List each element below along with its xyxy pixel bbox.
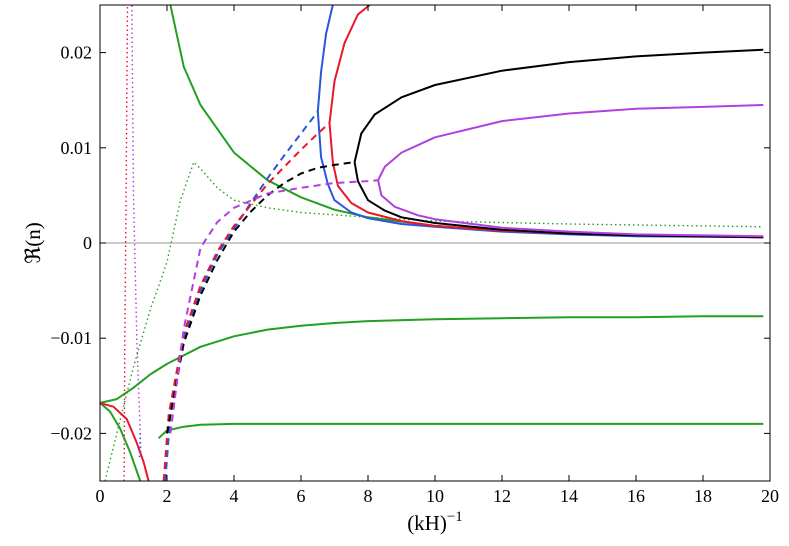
y-tick-label: −0.01 <box>50 328 92 348</box>
x-tick-label: 4 <box>230 486 239 506</box>
y-axis-ticks: −0.02 −0.01 0 0.01 0.02 <box>50 43 770 443</box>
x-axis-label: (kH)−1 <box>407 509 463 535</box>
series-line-20 <box>377 104 764 181</box>
series-line-4 <box>157 422 764 439</box>
x-tick-label: 2 <box>163 486 172 506</box>
series-line-19 <box>169 179 379 434</box>
series-line-21 <box>377 179 764 238</box>
y-tick-label: 0 <box>83 233 92 253</box>
x-tick-label: 6 <box>297 486 306 506</box>
series-line-2 <box>100 315 764 404</box>
x-tick-label: 16 <box>627 486 645 506</box>
x-tick-label: 0 <box>96 486 105 506</box>
x-tick-label: 12 <box>493 486 511 506</box>
x-axis-ticks: 0 2 4 6 8 10 12 14 16 18 20 <box>96 5 779 506</box>
series-line-17 <box>353 48 764 163</box>
x-tick-label: 14 <box>560 486 578 506</box>
series-line-3 <box>100 402 142 481</box>
series-group <box>100 5 764 481</box>
x-tick-label: 20 <box>761 486 779 506</box>
y-tick-label: 0.02 <box>61 43 93 63</box>
plot-area <box>99 4 771 482</box>
y-axis-label: ℜ(n) <box>21 222 45 264</box>
y-tick-label: 0.01 <box>61 138 93 158</box>
x-tick-label: 10 <box>426 486 444 506</box>
series-line-18 <box>353 161 764 239</box>
x-tick-label: 8 <box>364 486 373 506</box>
series-line-5 <box>104 161 764 481</box>
series-line-16 <box>166 161 355 434</box>
series-line-14 <box>328 5 371 124</box>
series-line-15 <box>328 122 764 239</box>
x-axis-label-superscript: −1 <box>447 509 463 525</box>
series-line-11 <box>316 5 334 112</box>
y-tick-label: −0.02 <box>50 423 92 443</box>
series-line-8 <box>131 5 142 453</box>
x-tick-label: 18 <box>694 486 712 506</box>
series-line-10 <box>164 110 319 481</box>
series-line-6 <box>100 401 150 481</box>
